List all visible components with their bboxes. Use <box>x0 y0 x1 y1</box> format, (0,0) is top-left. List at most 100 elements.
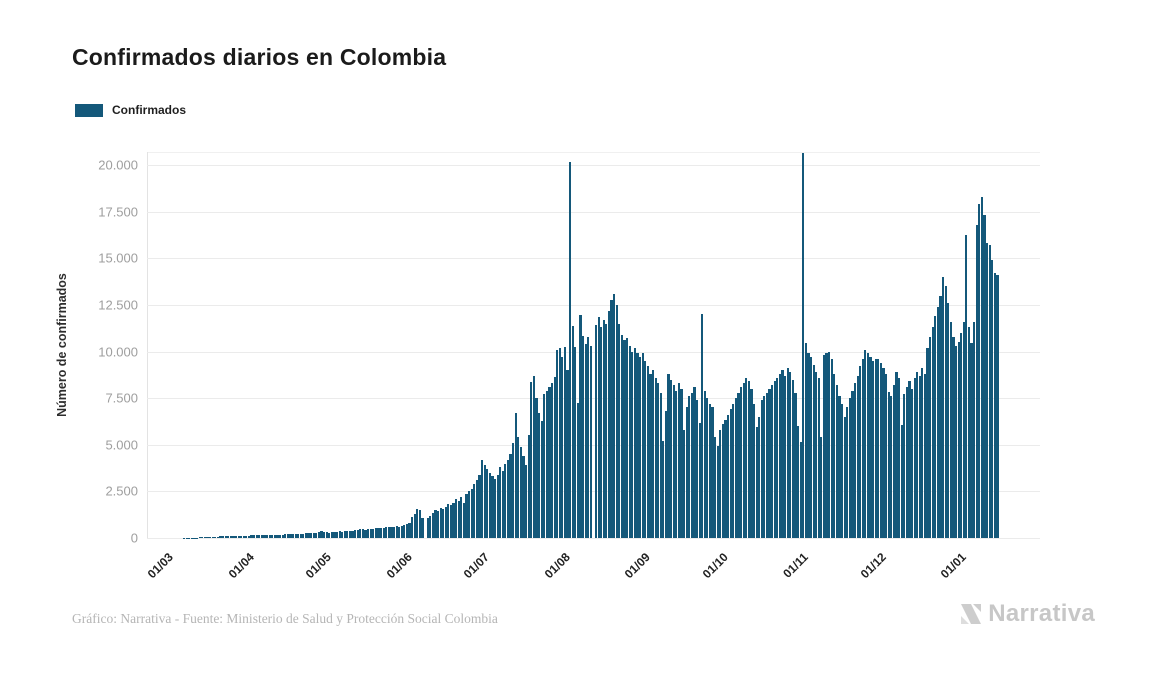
bar[interactable] <box>522 455 525 538</box>
bar[interactable] <box>869 357 872 538</box>
bar[interactable] <box>470 488 473 538</box>
bar[interactable] <box>514 413 517 538</box>
bar[interactable] <box>377 527 380 538</box>
bar[interactable] <box>483 465 486 538</box>
bar[interactable] <box>221 536 225 538</box>
bar[interactable] <box>367 529 370 538</box>
bar[interactable] <box>921 368 924 538</box>
bar[interactable] <box>942 276 945 538</box>
bar[interactable] <box>846 406 849 538</box>
bar[interactable] <box>587 336 590 538</box>
bar[interactable] <box>203 537 207 538</box>
bar[interactable] <box>910 388 914 538</box>
bar[interactable] <box>429 515 432 538</box>
bar[interactable] <box>835 385 838 538</box>
bar[interactable] <box>361 529 365 538</box>
bar[interactable] <box>615 304 618 538</box>
bar[interactable] <box>312 533 315 538</box>
bar[interactable] <box>558 348 561 538</box>
bar[interactable] <box>509 454 512 538</box>
bar[interactable] <box>462 503 466 538</box>
bar[interactable] <box>255 535 258 538</box>
bar[interactable] <box>758 416 761 538</box>
bar[interactable] <box>400 526 403 538</box>
bar[interactable] <box>724 419 727 538</box>
bar[interactable] <box>993 273 996 538</box>
bar[interactable] <box>234 535 238 538</box>
bar[interactable] <box>716 445 719 538</box>
bar[interactable] <box>905 386 908 538</box>
bar[interactable] <box>444 506 447 538</box>
bar[interactable] <box>931 327 934 538</box>
bar[interactable] <box>504 464 507 538</box>
bar[interactable] <box>307 533 310 538</box>
bar[interactable] <box>320 531 323 538</box>
bar[interactable] <box>711 407 714 538</box>
bar[interactable] <box>771 385 774 538</box>
bar[interactable] <box>885 373 888 538</box>
bar[interactable] <box>789 372 792 538</box>
bar[interactable] <box>719 429 722 538</box>
bar[interactable] <box>455 498 458 538</box>
bar[interactable] <box>209 536 212 538</box>
bar[interactable] <box>649 373 652 538</box>
bar[interactable] <box>506 459 510 538</box>
bar[interactable] <box>802 153 805 538</box>
bar[interactable] <box>745 378 748 538</box>
bar[interactable] <box>960 332 963 538</box>
bar[interactable] <box>556 350 559 538</box>
bar[interactable] <box>763 396 766 538</box>
bar[interactable] <box>807 353 810 538</box>
bar[interactable] <box>405 523 409 538</box>
bar[interactable] <box>698 423 701 538</box>
bar[interactable] <box>543 394 546 538</box>
bar[interactable] <box>374 528 377 538</box>
bar[interactable] <box>442 509 445 538</box>
bar[interactable] <box>338 531 341 538</box>
bar[interactable] <box>266 534 269 538</box>
bar[interactable] <box>739 386 743 538</box>
bar[interactable] <box>289 534 292 538</box>
bar[interactable] <box>517 437 520 538</box>
bar[interactable] <box>623 340 626 538</box>
bar[interactable] <box>563 346 567 538</box>
bar[interactable] <box>973 321 976 538</box>
bar[interactable] <box>198 537 201 538</box>
bar[interactable] <box>431 512 434 538</box>
legend[interactable]: Confirmados <box>75 103 186 117</box>
bar[interactable] <box>594 324 598 538</box>
bar[interactable] <box>957 342 960 538</box>
bar[interactable] <box>856 375 859 538</box>
bar[interactable] <box>662 441 665 538</box>
bar[interactable] <box>667 373 670 538</box>
bar[interactable] <box>859 366 862 538</box>
bar[interactable] <box>294 533 297 538</box>
bar[interactable] <box>537 413 541 538</box>
bar[interactable] <box>812 364 815 538</box>
bar[interactable] <box>335 531 339 538</box>
bar[interactable] <box>620 334 624 538</box>
bar[interactable] <box>695 400 699 538</box>
bar[interactable] <box>970 343 973 538</box>
bar[interactable] <box>240 535 243 538</box>
bar[interactable] <box>493 479 497 538</box>
bar[interactable] <box>631 351 634 538</box>
bar[interactable] <box>864 349 867 538</box>
bar[interactable] <box>618 323 621 538</box>
bar[interactable] <box>229 536 232 538</box>
bar[interactable] <box>527 435 530 538</box>
bar[interactable] <box>742 383 745 538</box>
bar[interactable] <box>589 345 592 538</box>
bar[interactable] <box>890 396 893 538</box>
bar[interactable] <box>882 368 885 538</box>
bar[interactable] <box>602 319 605 538</box>
bar[interactable] <box>211 536 214 538</box>
bar[interactable] <box>201 537 204 538</box>
bar[interactable] <box>550 383 554 538</box>
bar[interactable] <box>499 467 502 538</box>
bar[interactable] <box>395 526 398 538</box>
bar[interactable] <box>278 534 282 538</box>
bar[interactable] <box>752 403 756 538</box>
bar[interactable] <box>382 527 385 538</box>
bar[interactable] <box>581 335 585 538</box>
